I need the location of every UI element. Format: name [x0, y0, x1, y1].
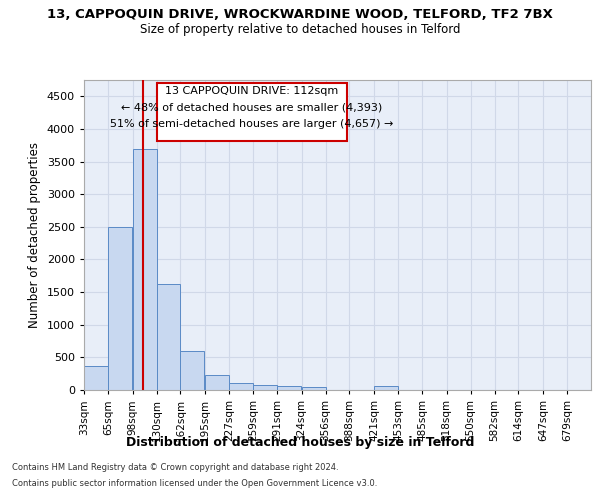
Bar — [133, 148, 157, 390]
Bar — [205, 375, 229, 390]
Bar — [84, 366, 108, 390]
Bar — [253, 385, 277, 390]
Bar — [108, 227, 132, 390]
FancyBboxPatch shape — [157, 84, 347, 140]
Bar — [229, 383, 253, 390]
Text: Contains public sector information licensed under the Open Government Licence v3: Contains public sector information licen… — [12, 478, 377, 488]
Text: 51% of semi-detached houses are larger (4,657) →: 51% of semi-detached houses are larger (… — [110, 119, 394, 129]
Bar — [157, 284, 181, 390]
Text: Size of property relative to detached houses in Telford: Size of property relative to detached ho… — [140, 22, 460, 36]
Bar — [374, 386, 398, 390]
Text: 13 CAPPOQUIN DRIVE: 112sqm: 13 CAPPOQUIN DRIVE: 112sqm — [165, 86, 338, 97]
Text: Distribution of detached houses by size in Telford: Distribution of detached houses by size … — [126, 436, 474, 449]
Y-axis label: Number of detached properties: Number of detached properties — [28, 142, 41, 328]
Text: ← 48% of detached houses are smaller (4,393): ← 48% of detached houses are smaller (4,… — [121, 103, 383, 113]
Bar — [181, 352, 205, 390]
Text: 13, CAPPOQUIN DRIVE, WROCKWARDINE WOOD, TELFORD, TF2 7BX: 13, CAPPOQUIN DRIVE, WROCKWARDINE WOOD, … — [47, 8, 553, 20]
Text: Contains HM Land Registry data © Crown copyright and database right 2024.: Contains HM Land Registry data © Crown c… — [12, 464, 338, 472]
Bar — [302, 388, 326, 390]
Bar — [277, 386, 301, 390]
